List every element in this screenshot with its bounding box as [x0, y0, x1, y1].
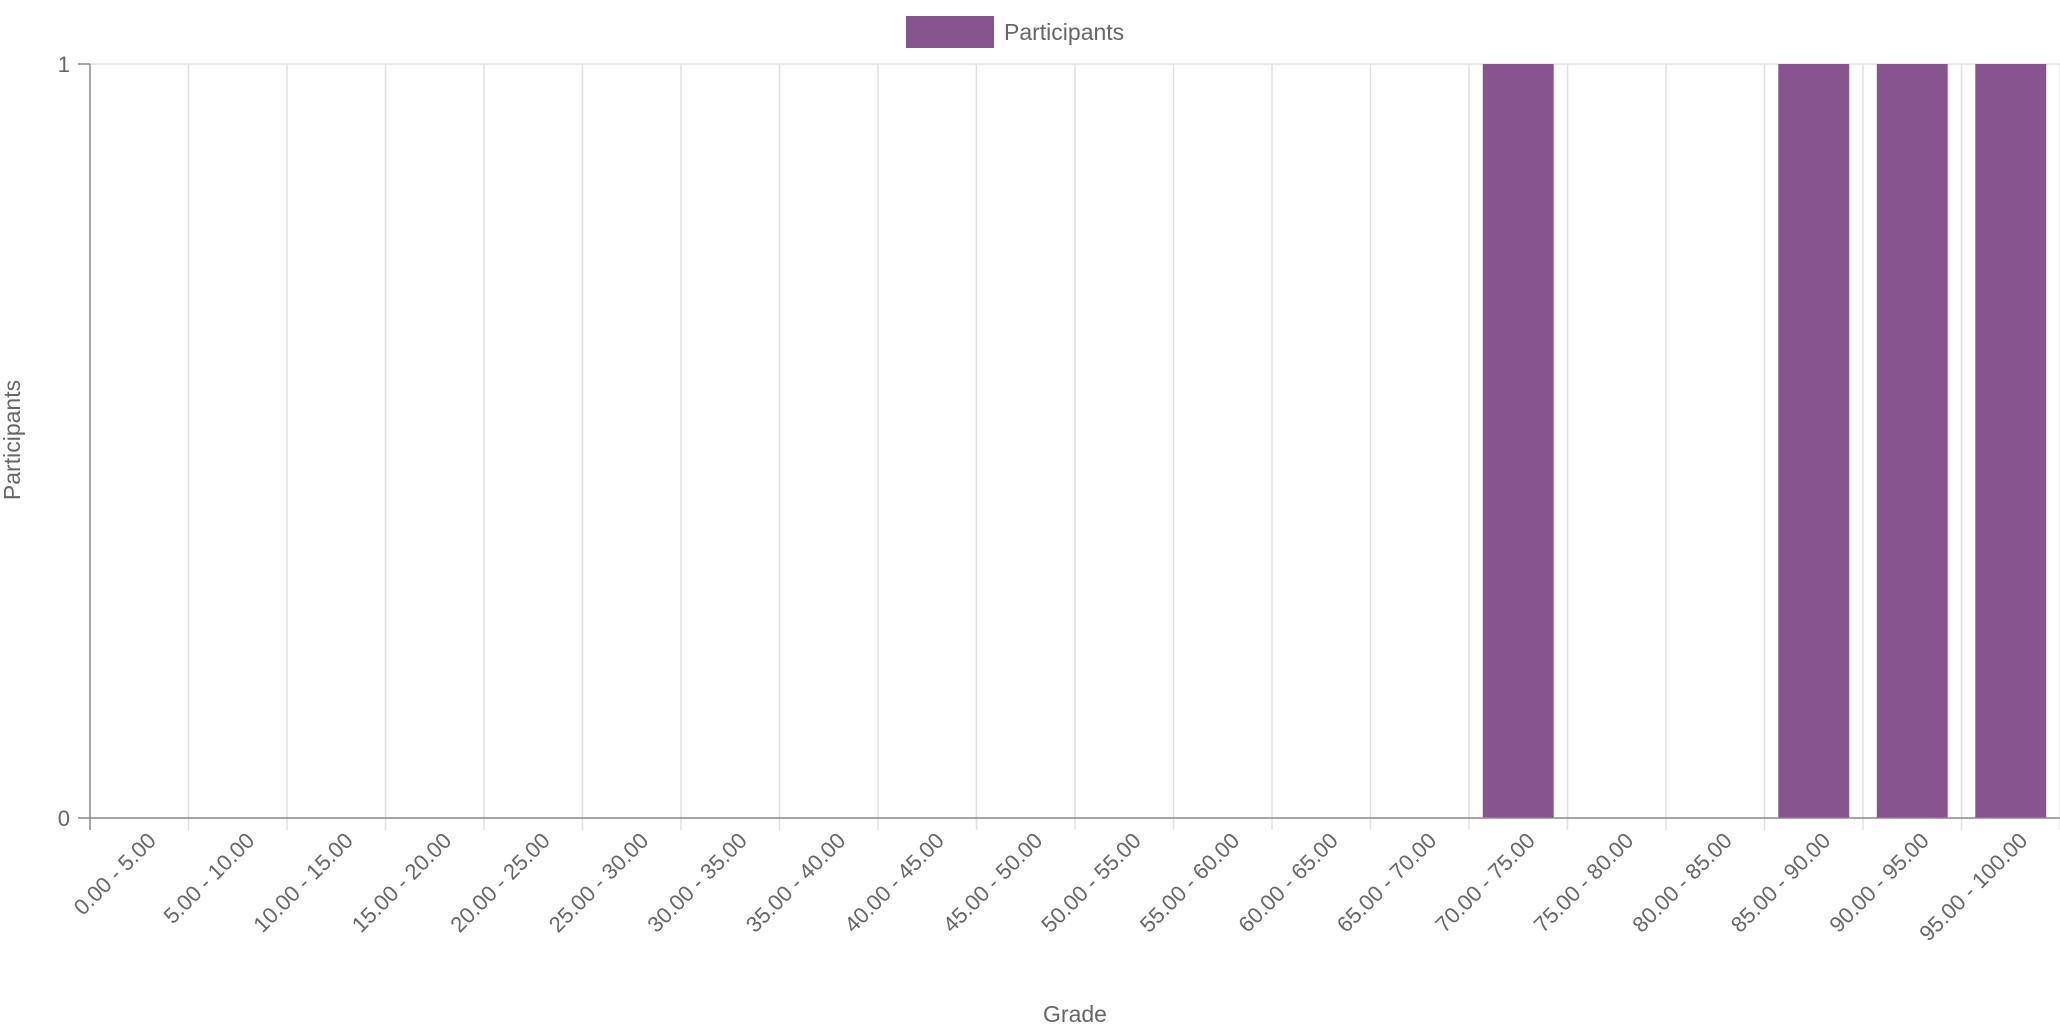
x-tick-label: 55.00 - 60.00	[1135, 828, 1244, 937]
x-tick-label: 35.00 - 40.00	[741, 828, 850, 937]
y-tick-label: 1	[58, 52, 70, 77]
x-tick-label: 20.00 - 25.00	[445, 828, 554, 937]
x-tick-label: 15.00 - 20.00	[347, 828, 456, 937]
chart-legend[interactable]: Participants	[906, 16, 1124, 48]
x-tick-label: 30.00 - 35.00	[642, 828, 751, 937]
bar-18	[1876, 64, 1948, 818]
x-tick-label: 80.00 - 85.00	[1627, 828, 1736, 937]
x-tick-label: 50.00 - 55.00	[1036, 828, 1145, 937]
bar-19	[1975, 64, 2047, 818]
x-axis-title: Grade	[1043, 1001, 1107, 1027]
y-tick-label: 0	[58, 806, 70, 831]
legend-label-participants: Participants	[1004, 18, 1125, 45]
x-tick-label: 10.00 - 15.00	[248, 828, 357, 937]
x-tick-label: 0.00 - 5.00	[69, 828, 161, 920]
x-tick-label: 45.00 - 50.00	[938, 828, 1047, 937]
legend-swatch-participants	[906, 16, 994, 48]
bar-17	[1778, 64, 1850, 818]
x-tick-label: 40.00 - 45.00	[839, 828, 948, 937]
x-tick-label: 60.00 - 65.00	[1233, 828, 1342, 937]
x-tick-label: 5.00 - 10.00	[159, 828, 260, 929]
bar-14	[1482, 64, 1554, 818]
x-tick-label: 65.00 - 70.00	[1332, 828, 1441, 937]
x-tick-label: 90.00 - 95.00	[1824, 828, 1933, 937]
x-tick-label: 85.00 - 90.00	[1726, 828, 1835, 937]
x-tick-label: 25.00 - 30.00	[544, 828, 653, 937]
x-tick-label: 75.00 - 80.00	[1529, 828, 1638, 937]
x-tick-label: 70.00 - 75.00	[1430, 828, 1539, 937]
y-axis-title: Participants	[0, 380, 25, 500]
